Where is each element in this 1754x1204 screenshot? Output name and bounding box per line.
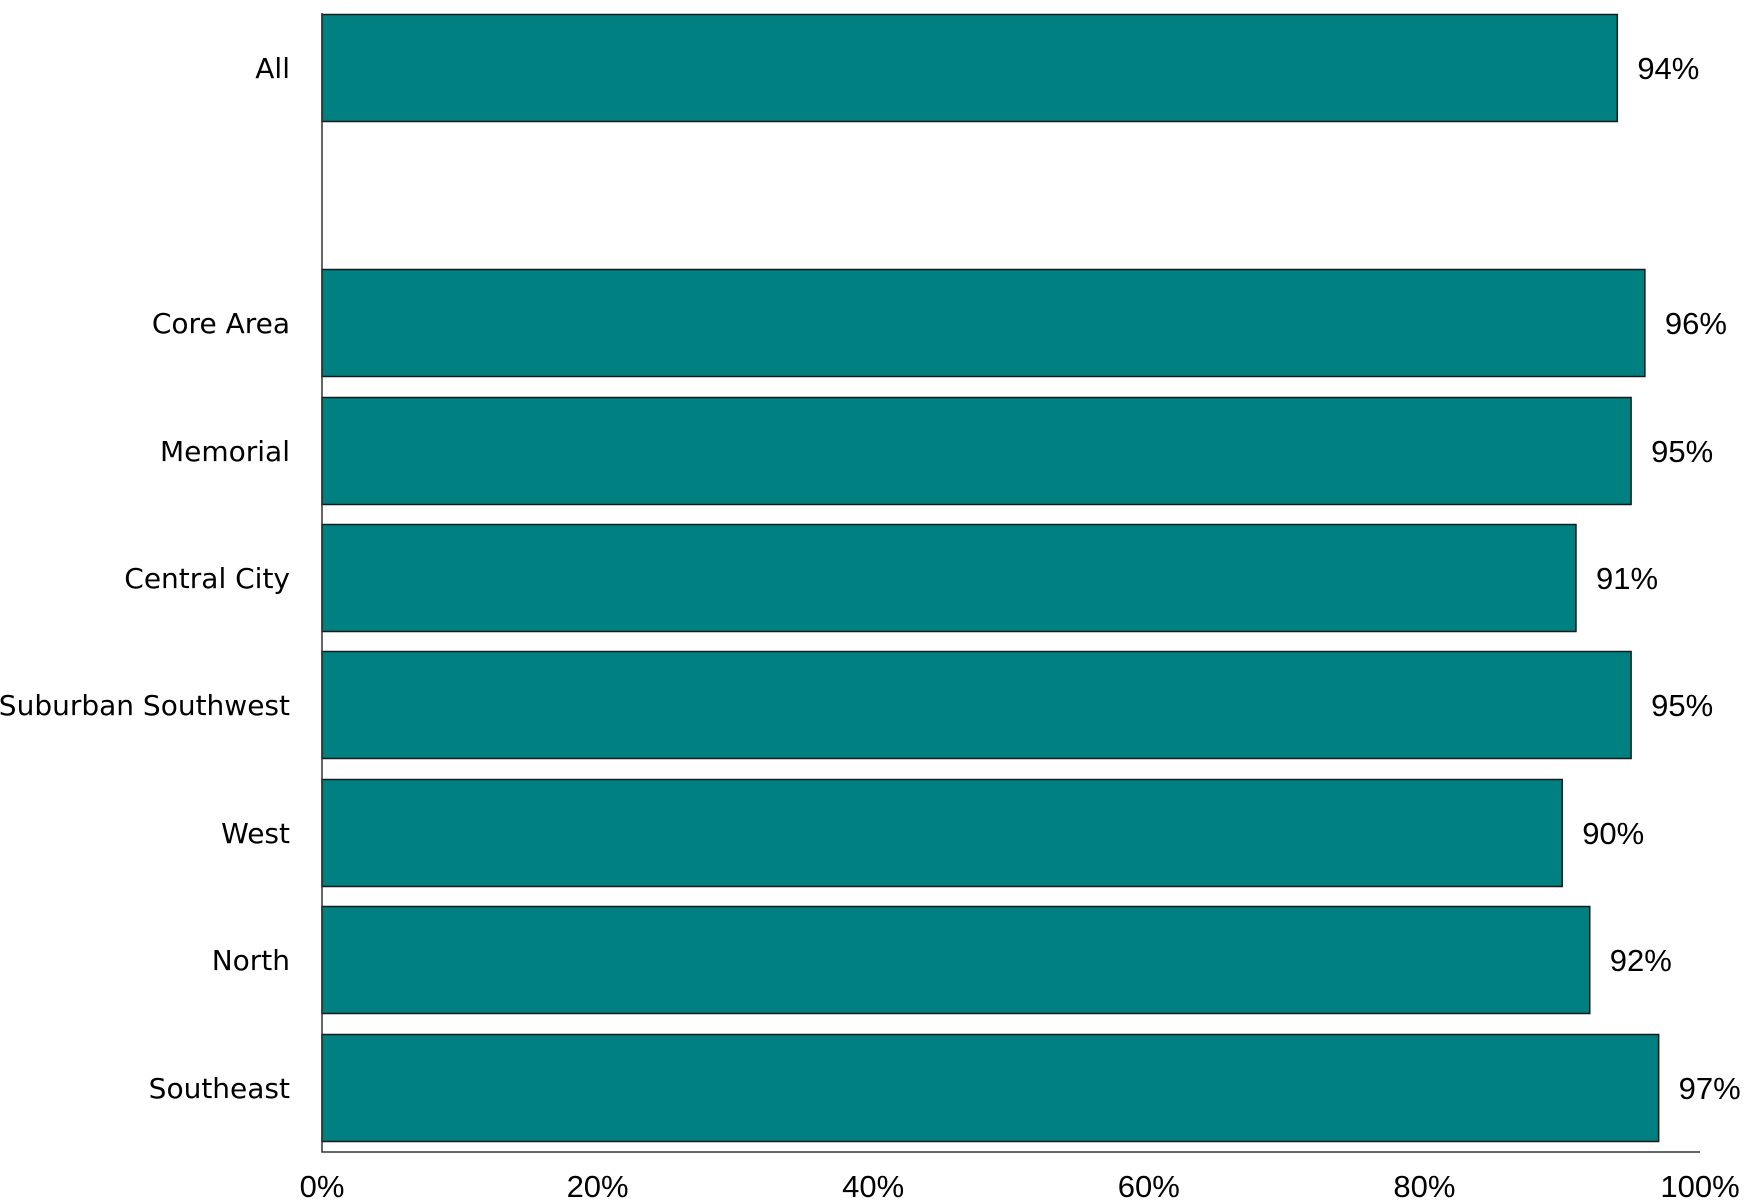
x-axis-ticks: 0% 20% 40% 60% 80% 100% xyxy=(300,1169,1740,1204)
value-label-suburban-southwest: 95% xyxy=(1651,688,1713,723)
category-label-all: All xyxy=(255,52,290,85)
bar-west xyxy=(321,778,1563,888)
x-tick-label: 80% xyxy=(1393,1169,1455,1204)
category-label-central-city: Central City xyxy=(124,562,290,595)
value-label-all: 94% xyxy=(1637,51,1699,86)
x-tick-label: 0% xyxy=(300,1169,345,1204)
bars-group xyxy=(321,13,1660,1143)
x-tick-label: 20% xyxy=(567,1169,629,1204)
bar-core-area xyxy=(321,268,1646,378)
value-label-central-city: 91% xyxy=(1596,561,1658,596)
value-label-southeast: 97% xyxy=(1679,1071,1741,1106)
x-tick-label: 40% xyxy=(842,1169,904,1204)
category-label-memorial: Memorial xyxy=(160,435,290,468)
value-labels: 94% 96% 95% 91% 95% 90% 92% 97% xyxy=(1582,51,1741,1106)
bar-southeast xyxy=(321,1033,1660,1143)
x-tick-label: 100% xyxy=(1660,1169,1739,1204)
value-label-memorial: 95% xyxy=(1651,434,1713,469)
bar-north xyxy=(321,905,1591,1015)
category-label-north: North xyxy=(212,944,290,977)
value-label-west: 90% xyxy=(1582,816,1644,851)
category-label-west: West xyxy=(221,817,290,850)
bar-central-city xyxy=(321,523,1577,633)
category-label-southeast: Southeast xyxy=(149,1072,290,1105)
value-label-core-area: 96% xyxy=(1665,306,1727,341)
category-labels: All Core Area Memorial Central City Suburban… xyxy=(0,52,290,1105)
value-label-north: 92% xyxy=(1610,943,1672,978)
category-label-suburban-southwest: Suburban Southwest xyxy=(0,689,290,722)
bar-all xyxy=(321,13,1619,123)
axis-lines xyxy=(321,13,1700,1153)
bar-suburban-southwest xyxy=(321,650,1632,760)
bar-memorial xyxy=(321,396,1632,506)
category-label-core-area: Core Area xyxy=(152,307,290,340)
x-tick-label: 60% xyxy=(1118,1169,1180,1204)
